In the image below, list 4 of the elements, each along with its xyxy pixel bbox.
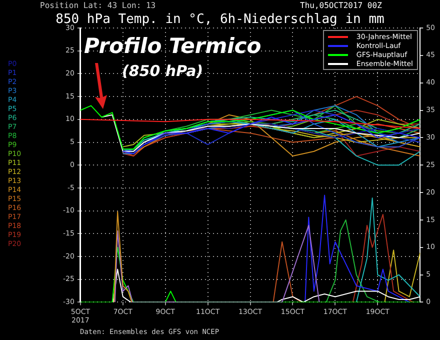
text: Thu,05OCT2017 00Z <box>300 1 382 10</box>
text: Position Lat: 43 Lon: 13 <box>40 1 156 10</box>
annotation: Profilo Termico <box>84 34 262 58</box>
annotation: (850 hPa) <box>122 62 204 80</box>
